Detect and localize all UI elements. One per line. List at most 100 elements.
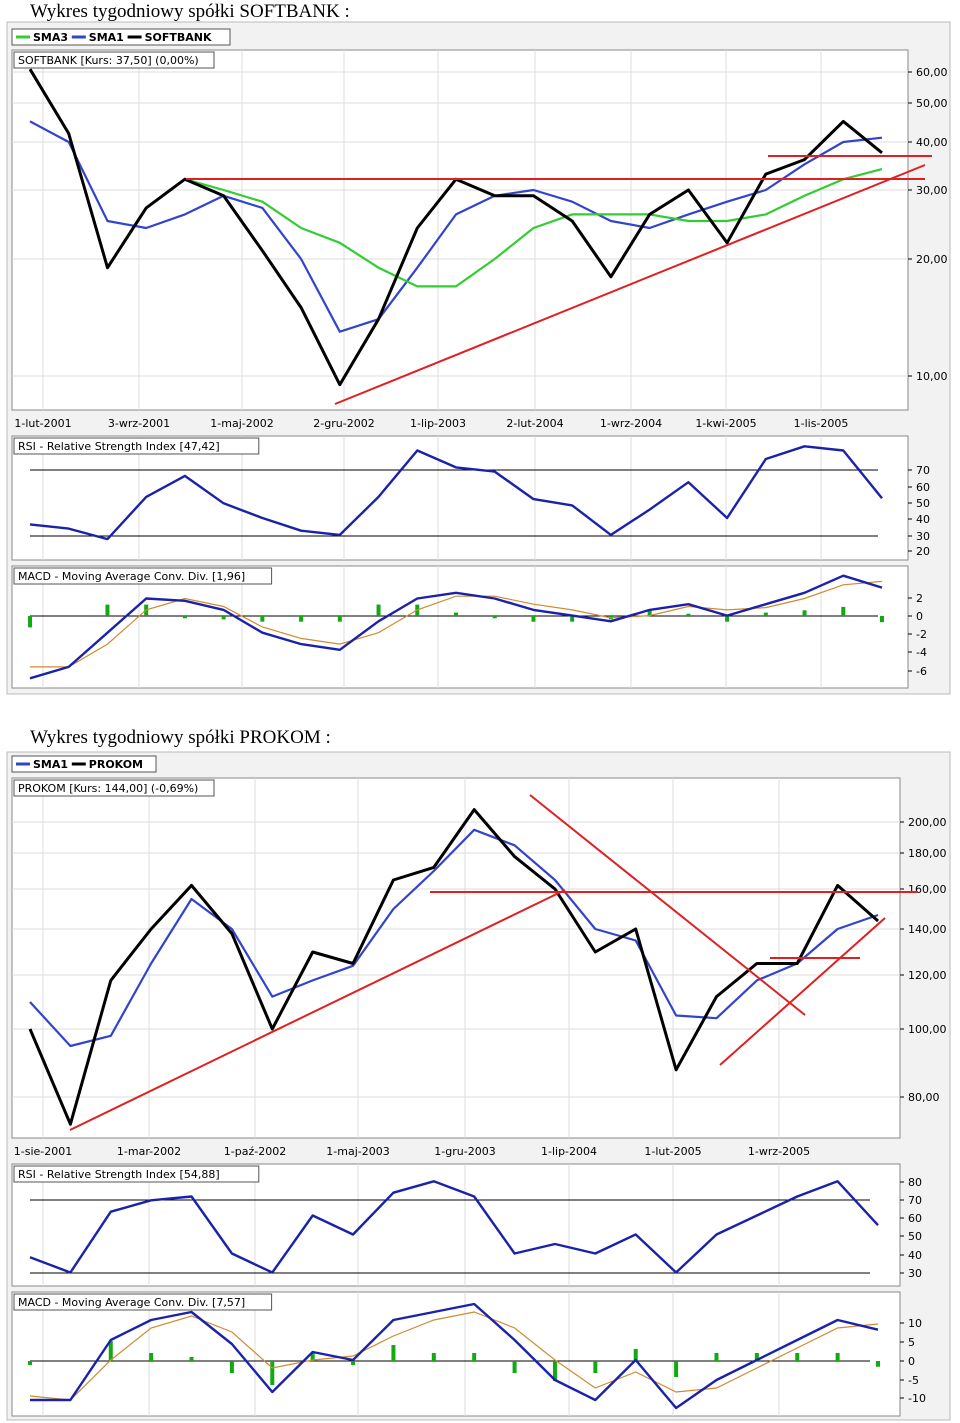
rsi-tick-label: 30 <box>908 1267 922 1280</box>
legend-entry: PROKOM <box>89 758 143 771</box>
date-tick-label: 1-lip-2004 <box>541 1145 597 1158</box>
price-tick-label: 60,00 <box>916 66 948 79</box>
macd-line <box>29 574 883 680</box>
macd-caption-box <box>13 1293 273 1311</box>
macd-tick-label: 10 <box>908 1317 922 1330</box>
macd-tick-label: -4 <box>916 646 927 659</box>
macd-histogram-bar <box>593 1361 598 1373</box>
trend-line <box>529 794 806 1016</box>
date-tick-label: 1-kwi-2005 <box>695 417 756 430</box>
macd-histogram-bar <box>512 1361 517 1373</box>
macd-histogram-bar <box>310 1353 315 1361</box>
date-tick-label: 1-maj-2002 <box>210 417 273 430</box>
date-tick-label: 3-wrz-2001 <box>108 417 170 430</box>
price-tick-label: 30,00 <box>916 184 948 197</box>
macd-histogram-bar <box>835 1353 840 1361</box>
macd-signal-line <box>30 580 883 668</box>
date-tick-label: 1-wrz-2005 <box>748 1145 810 1158</box>
macd-caption: MACD - Moving Average Conv. Div. [7,57] <box>18 1296 245 1309</box>
price-tick-label: 100,00 <box>908 1023 947 1036</box>
rsi-tick-label: 40 <box>908 1249 922 1262</box>
macd-histogram-bar <box>570 616 575 622</box>
macd-histogram-bar <box>108 1341 113 1361</box>
rsi-tick-label: 70 <box>916 464 930 477</box>
rsi-line <box>29 445 883 541</box>
date-tick-label: 1-paź-2002 <box>224 1145 286 1158</box>
macd-histogram-bar <box>633 1349 638 1361</box>
macd-histogram-bar <box>337 616 342 622</box>
date-tick-label: 1-maj-2003 <box>326 1145 389 1158</box>
macd-histogram-bar <box>492 616 497 619</box>
macd-caption-box <box>13 567 273 585</box>
legend-entry: SOFTBANK <box>145 31 212 44</box>
price-tick-label: 80,00 <box>908 1091 940 1104</box>
macd-histogram-bar <box>647 610 652 616</box>
date-tick-label: 1-lip-2003 <box>410 417 466 430</box>
rsi-tick-label: 80 <box>908 1176 922 1189</box>
macd-panel <box>11 565 909 689</box>
macd-tick-label: 5 <box>908 1336 915 1349</box>
date-tick-label: 1-wrz-2004 <box>600 417 662 430</box>
macd-tick-label: -5 <box>908 1374 919 1387</box>
chart-0: SMA3 SMA1 SOFTBANK 60,00 50,00 40,00 30,00 20,0… <box>6 21 951 695</box>
macd-histogram-bar <box>260 616 265 622</box>
price-tick-label: 50,00 <box>916 97 948 110</box>
macd-histogram-bar <box>880 616 884 623</box>
macd-line <box>30 1302 879 1410</box>
macd-histogram-bar <box>28 1361 32 1365</box>
price-caption-box <box>13 779 215 797</box>
rsi-caption-box <box>13 1165 260 1183</box>
price-tick-label: 140,00 <box>908 923 947 936</box>
macd-histogram-bar <box>674 1361 679 1377</box>
macd-panel <box>11 1291 901 1417</box>
date-tick-label: 2-lut-2004 <box>506 417 563 430</box>
price-caption: PROKOM [Kurs: 144,00] (-0,69%) <box>18 782 198 795</box>
macd-histogram-bar <box>714 1353 719 1361</box>
macd-histogram-bar <box>299 616 304 622</box>
macd-tick-label: -6 <box>916 665 927 678</box>
price-tick-label: 40,00 <box>916 136 948 149</box>
series-line-prokom <box>28 808 879 1126</box>
macd-histogram-bar <box>686 613 691 616</box>
macd-histogram-bar <box>552 1361 557 1381</box>
macd-histogram-bar <box>391 1345 396 1361</box>
macd-histogram-bar <box>454 612 458 616</box>
rsi-tick-label: 70 <box>908 1194 922 1207</box>
macd-histogram-bar <box>221 616 226 620</box>
rsi-panel <box>11 1163 901 1287</box>
legend-entry: SMA1 <box>33 758 68 771</box>
price-tick-label: 10,00 <box>916 370 948 383</box>
macd-caption: MACD - Moving Average Conv. Div. [1,96] <box>18 570 245 583</box>
trend-line <box>719 917 886 1066</box>
price-tick-label: 20,00 <box>916 253 948 266</box>
series-line-sma1 <box>29 120 883 333</box>
rsi-caption-box <box>13 437 260 455</box>
price-caption-box <box>13 51 215 69</box>
macd-histogram-bar <box>376 604 381 616</box>
rsi-tick-label: 50 <box>916 497 930 510</box>
macd-histogram-bar <box>149 1353 154 1361</box>
price-caption: SOFTBANK [Kurs: 37,50] (0,00%) <box>18 54 199 67</box>
legend-box <box>11 28 231 46</box>
rsi-tick-label: 50 <box>908 1230 922 1243</box>
chart-title-prokom: Wykres tygodniowy spółki PROKOM : <box>30 727 331 748</box>
macd-histogram-bar <box>229 1361 234 1373</box>
date-tick-label: 2-gru-2002 <box>313 417 374 430</box>
trend-line <box>334 164 926 405</box>
macd-tick-label: -10 <box>908 1392 926 1405</box>
macd-histogram-bar <box>725 616 730 622</box>
series-line-sma3 <box>184 168 883 288</box>
price-panel <box>11 49 909 411</box>
macd-tick-label: -2 <box>916 628 927 641</box>
date-tick-label: 1-lis-2005 <box>794 417 849 430</box>
date-tick-label: 1-mar-2002 <box>117 1145 181 1158</box>
macd-histogram-bar <box>189 1357 194 1361</box>
macd-histogram-bar <box>802 610 807 616</box>
macd-histogram-bar <box>351 1361 356 1365</box>
date-tick-label: 1-lut-2005 <box>644 1145 701 1158</box>
chart-title-softbank: Wykres tygodniowy spółki SOFTBANK : <box>30 1 350 22</box>
date-tick-label: 1-gru-2003 <box>434 1145 495 1158</box>
macd-histogram-bar <box>28 616 32 628</box>
rsi-tick-label: 60 <box>908 1212 922 1225</box>
